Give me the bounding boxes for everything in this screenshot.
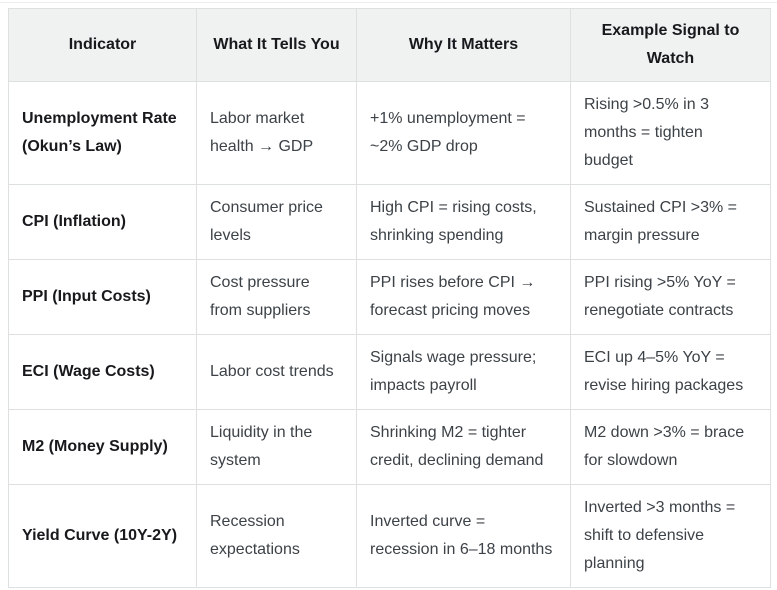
- table-body: Unemployment Rate (Okun’s Law) Labor mark…: [8, 81, 771, 588]
- cell-indicator: M2 (Money Supply): [8, 409, 197, 485]
- cell-example-signal: M2 down >3% = brace for slowdown: [570, 409, 771, 485]
- cell-why-it-matters: +1% unemployment = ~2% GDP drop: [356, 81, 571, 185]
- cell-what-it-tells-you: Cost pressure from suppliers: [196, 259, 357, 335]
- cell-why-it-matters: Shrinking M2 = tighter credit, declining…: [356, 409, 571, 485]
- cell-example-signal: Inverted >3 months = shift to defensive …: [570, 484, 771, 588]
- column-header-what-it-tells-you: What It Tells You: [196, 8, 357, 82]
- cell-why-it-matters: Inverted curve = recession in 6–18 month…: [356, 484, 571, 588]
- table-row: Unemployment Rate (Okun’s Law) Labor mark…: [8, 81, 771, 185]
- header-row: Indicator What It Tells You Why It Matte…: [8, 8, 771, 82]
- table-row: Yield Curve (10Y-2Y) Recession expectatio…: [8, 484, 771, 588]
- table-row: ECI (Wage Costs) Labor cost trends Signals…: [8, 334, 771, 410]
- table-row: CPI (Inflation) Consumer price levels High…: [8, 184, 771, 260]
- cell-indicator: Yield Curve (10Y-2Y): [8, 484, 197, 588]
- column-header-indicator: Indicator: [8, 8, 197, 82]
- cell-what-it-tells-you: Recession expectations: [196, 484, 357, 588]
- cell-indicator: CPI (Inflation): [8, 184, 197, 260]
- table-header: Indicator What It Tells You Why It Matte…: [8, 8, 771, 82]
- cell-what-it-tells-you: Labor cost trends: [196, 334, 357, 410]
- cell-indicator: ECI (Wage Costs): [8, 334, 197, 410]
- table-row: M2 (Money Supply) Liquidity in the system…: [8, 409, 771, 485]
- column-header-example-signal: Example Signal to Watch: [570, 8, 771, 82]
- cell-what-it-tells-you: Labor market health → GDP: [196, 81, 357, 185]
- cell-indicator: Unemployment Rate (Okun’s Law): [8, 81, 197, 185]
- cell-indicator: PPI (Input Costs): [8, 259, 197, 335]
- cell-example-signal: Sustained CPI >3% = margin pressure: [570, 184, 771, 260]
- top-divider: [0, 2, 777, 3]
- column-header-why-it-matters: Why It Matters: [356, 8, 571, 82]
- cell-example-signal: PPI rising >5% YoY = renegotiate contrac…: [570, 259, 771, 335]
- cell-what-it-tells-you: Consumer price levels: [196, 184, 357, 260]
- cell-what-it-tells-you: Liquidity in the system: [196, 409, 357, 485]
- table-row: PPI (Input Costs) Cost pressure from supp…: [8, 259, 771, 335]
- economic-indicators-table: Indicator What It Tells You Why It Matte…: [8, 8, 771, 588]
- cell-why-it-matters: Signals wage pressure; impacts payroll: [356, 334, 571, 410]
- cell-example-signal: ECI up 4–5% YoY = revise hiring packages: [570, 334, 771, 410]
- cell-why-it-matters: High CPI = rising costs, shrinking spend…: [356, 184, 571, 260]
- cell-example-signal: Rising >0.5% in 3 months = tighten budge…: [570, 81, 771, 185]
- cell-why-it-matters: PPI rises before CPI → forecast pricing …: [356, 259, 571, 335]
